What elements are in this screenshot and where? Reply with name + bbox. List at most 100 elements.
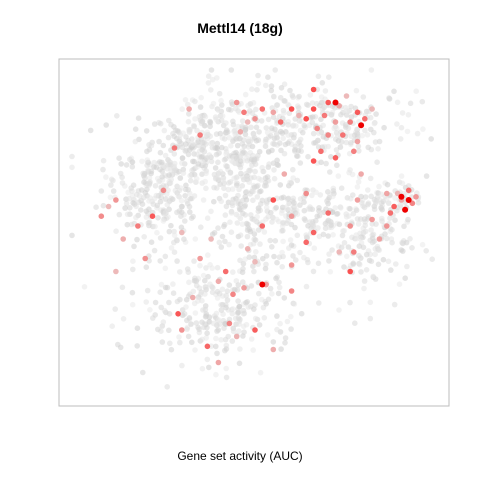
- data-point-low: [208, 87, 214, 93]
- data-point-low: [263, 301, 270, 307]
- data-point-low: [305, 153, 311, 160]
- data-point-low: [159, 339, 166, 345]
- data-point-low: [276, 279, 282, 286]
- data-point-low: [347, 167, 353, 173]
- data-point-high: [160, 187, 167, 194]
- data-point-low: [247, 108, 253, 114]
- data-point-low: [239, 269, 246, 276]
- data-point-low: [367, 114, 374, 121]
- data-point-low: [229, 199, 235, 205]
- data-point-low: [191, 300, 198, 307]
- data-point-low: [249, 86, 255, 92]
- data-point-high: [310, 229, 317, 236]
- data-point-low: [228, 210, 235, 216]
- data-point-low: [213, 310, 220, 317]
- data-point-low: [360, 203, 366, 209]
- data-point-low: [162, 253, 169, 260]
- data-point-low: [230, 328, 237, 335]
- data-point-low: [144, 186, 150, 193]
- data-point-low: [263, 204, 270, 211]
- data-point-low: [338, 244, 345, 251]
- data-point-high: [288, 288, 295, 294]
- data-point-low: [242, 91, 249, 98]
- data-point-low: [398, 124, 405, 131]
- data-point-low: [202, 178, 208, 185]
- data-point-low: [199, 139, 206, 146]
- data-point-high: [270, 197, 277, 203]
- data-point-low: [363, 267, 370, 273]
- data-point-low: [358, 193, 364, 200]
- data-point-high: [310, 158, 317, 164]
- data-point-low: [343, 139, 350, 146]
- data-point-low: [203, 284, 210, 291]
- data-point-low: [397, 136, 404, 142]
- data-point-low: [183, 182, 189, 189]
- data-point-low: [364, 132, 371, 138]
- data-point-low: [327, 169, 333, 175]
- data-point-low: [177, 269, 183, 275]
- data-point-low: [268, 209, 274, 216]
- data-point-low: [151, 247, 158, 254]
- data-point-low: [393, 261, 399, 267]
- data-point-low: [250, 188, 256, 195]
- data-point-low: [246, 254, 253, 260]
- data-point-low: [93, 204, 99, 210]
- data-point-low: [147, 307, 153, 313]
- data-point-low: [343, 107, 350, 114]
- data-point-low: [234, 220, 241, 226]
- data-point-low: [290, 253, 296, 259]
- data-point-low: [327, 269, 334, 275]
- data-point-low: [236, 109, 242, 115]
- data-point-low: [221, 136, 228, 142]
- data-point-low: [250, 100, 257, 106]
- data-point-low: [315, 137, 321, 144]
- data-point-low: [315, 260, 322, 267]
- data-point-low: [157, 258, 163, 264]
- data-point-low: [134, 343, 140, 349]
- data-point-low: [224, 297, 231, 303]
- data-point-max: [332, 99, 339, 106]
- data-point-low: [155, 326, 161, 333]
- data-point-low: [164, 166, 170, 172]
- data-point-low: [158, 281, 165, 288]
- data-point-low: [242, 256, 248, 263]
- data-point-low: [280, 135, 287, 142]
- data-point-low: [212, 165, 219, 171]
- data-point-low: [278, 346, 284, 352]
- data-point-high: [208, 236, 214, 242]
- data-point-low: [255, 175, 262, 182]
- data-point-low: [176, 187, 183, 194]
- data-point-low: [265, 149, 272, 155]
- data-point-high: [277, 119, 284, 125]
- data-point-low: [179, 106, 185, 112]
- data-point-low: [303, 101, 310, 108]
- data-point-low: [174, 258, 180, 264]
- data-point-low: [192, 310, 199, 316]
- data-point-low: [375, 261, 382, 268]
- data-point-low: [347, 206, 353, 212]
- data-point-low: [208, 140, 214, 147]
- data-point-low: [311, 245, 318, 251]
- data-point-low: [268, 87, 275, 94]
- data-point-low: [154, 229, 160, 236]
- data-point-low: [179, 203, 185, 210]
- data-point-low: [290, 94, 296, 100]
- data-point-low: [320, 134, 327, 140]
- data-point-low: [369, 235, 376, 242]
- data-point-low: [345, 244, 352, 250]
- data-point-low: [199, 319, 205, 326]
- data-point-low: [108, 182, 114, 188]
- data-point-low: [309, 114, 316, 120]
- data-point-low: [243, 321, 250, 328]
- data-point-low: [124, 211, 131, 218]
- data-point-low: [360, 94, 367, 100]
- data-point-low: [277, 140, 283, 146]
- data-point-low: [298, 143, 304, 149]
- data-point-low: [227, 170, 234, 176]
- data-point-low: [374, 159, 380, 165]
- data-point-low: [263, 82, 269, 89]
- data-point-low: [348, 133, 355, 139]
- data-point-low: [389, 226, 395, 233]
- data-point-low: [342, 122, 349, 128]
- data-point-low: [278, 85, 285, 91]
